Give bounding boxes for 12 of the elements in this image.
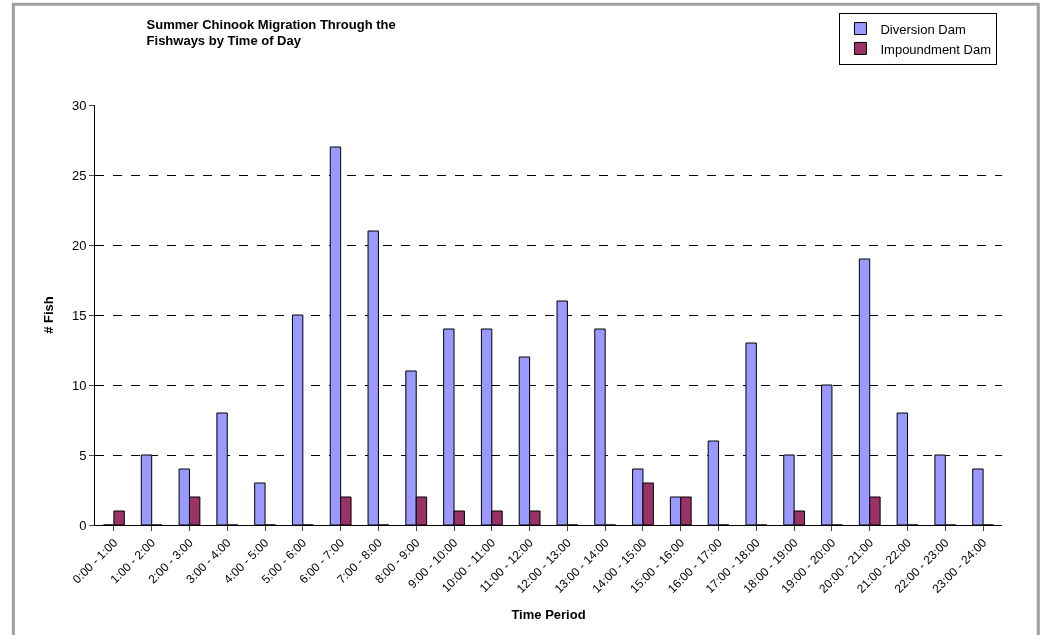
y-axis-title: # Fish xyxy=(40,296,56,334)
x-axis-title: Time Period xyxy=(511,607,586,623)
y-tick-label: 20 xyxy=(71,237,87,253)
y-tick-label: 0 xyxy=(79,517,87,533)
legend-label: Diversion Dam xyxy=(880,21,966,37)
chart-title: Summer Chinook Migration Through the Fishways by Time of Day xyxy=(146,16,396,49)
y-tick-label: 30 xyxy=(71,97,87,113)
legend-label: Impoundment Dam xyxy=(880,41,992,57)
y-tick-label: 10 xyxy=(71,377,87,393)
y-tick-label: 25 xyxy=(71,167,87,183)
y-tick-label: 15 xyxy=(71,307,87,323)
y-tick-label: 5 xyxy=(79,447,87,463)
